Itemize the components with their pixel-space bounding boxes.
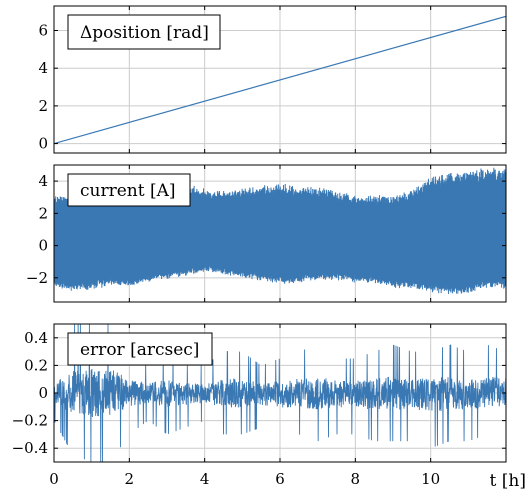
current-series-line bbox=[54, 167, 506, 295]
legend-label: error [arcsec] bbox=[80, 340, 199, 360]
y-tick-label: −2 bbox=[26, 269, 48, 287]
y-tick-label: 2 bbox=[38, 204, 48, 222]
y-tick-label: −0.2 bbox=[12, 412, 48, 430]
legend-box bbox=[67, 332, 213, 366]
error-series-line bbox=[54, 324, 506, 462]
position-series-line bbox=[54, 15, 506, 145]
y-tick-label: 0 bbox=[38, 135, 48, 153]
y-tick-label: 4 bbox=[38, 59, 48, 77]
x-tick-label: 4 bbox=[200, 470, 210, 488]
x-axis-label: t [h] bbox=[490, 471, 526, 491]
y-tick-label: 0 bbox=[38, 237, 48, 255]
y-tick-label: 2 bbox=[38, 97, 48, 115]
legend-box bbox=[67, 14, 221, 50]
y-tick-label: 4 bbox=[38, 172, 48, 190]
legend-label: Δposition [rad] bbox=[80, 23, 209, 43]
x-tick-label: 10 bbox=[421, 470, 440, 488]
y-tick-label: 0.4 bbox=[24, 329, 48, 347]
y-tick-label: 0.2 bbox=[24, 356, 48, 374]
legend-box bbox=[67, 173, 191, 207]
y-tick-label: 0 bbox=[38, 384, 48, 402]
y-tick-label: 6 bbox=[38, 22, 48, 40]
y-tick-label: −0.4 bbox=[12, 439, 48, 457]
x-tick-label: 6 bbox=[275, 470, 285, 488]
x-tick-label: 2 bbox=[125, 470, 135, 488]
legend-label: current [A] bbox=[80, 181, 176, 201]
x-tick-label: 0 bbox=[49, 470, 59, 488]
x-tick-label: 8 bbox=[351, 470, 361, 488]
